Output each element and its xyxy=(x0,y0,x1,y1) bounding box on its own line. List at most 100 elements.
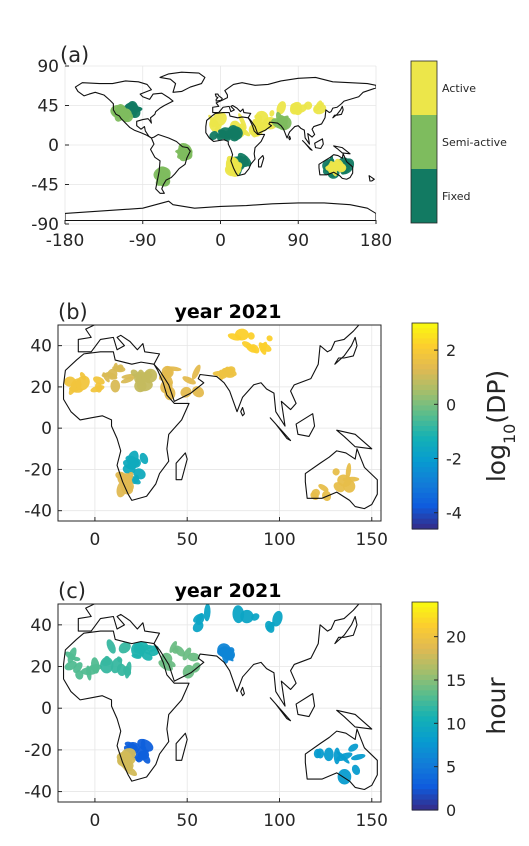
y-tick-label: -90 xyxy=(31,215,59,235)
desert-class-mark xyxy=(276,101,287,115)
coastline-south-america xyxy=(149,133,191,194)
desert-class-mark xyxy=(217,129,226,141)
y-tick-label: -40 xyxy=(24,502,52,522)
panel-b: 0 50 100 150 40 20 0 -20 -40 (b) year 2021 xyxy=(24,300,388,550)
legend: Active Semi-active Fixed xyxy=(410,60,507,224)
colorbar-step xyxy=(412,773,438,780)
desert-class-mark xyxy=(156,173,167,182)
colorbar-step xyxy=(412,436,438,443)
colorbar-step xyxy=(412,343,438,350)
value-patch-mark xyxy=(144,372,153,379)
value-patch-mark xyxy=(120,377,135,384)
colorbar-tick-label: 20 xyxy=(446,628,466,647)
colorbar-step xyxy=(412,789,438,795)
colorbar-step xyxy=(412,643,438,650)
colorbar-step xyxy=(412,410,438,417)
value-patch-mark xyxy=(135,373,143,382)
value-patch-mark xyxy=(333,747,341,765)
value-patch-mark xyxy=(227,333,242,341)
data-region-3 xyxy=(159,364,204,401)
colorbar-step xyxy=(412,695,438,702)
colorbar-tick-label: 2 xyxy=(446,341,456,360)
value-patch-mark xyxy=(351,753,366,761)
y-tick-label: 0 xyxy=(41,419,52,439)
value-patch-mark xyxy=(313,748,322,759)
coastline-eurasia xyxy=(77,325,361,427)
colorbar-tick-label: -2 xyxy=(446,450,462,469)
value-patch-mark xyxy=(124,661,132,679)
colorbar-step xyxy=(412,328,438,334)
colorbar-step xyxy=(412,763,438,769)
value-patch-mark xyxy=(225,366,237,376)
colorbar-step xyxy=(412,768,438,775)
value-patch-mark xyxy=(266,335,273,342)
colorbar-step xyxy=(412,431,438,437)
colorbar-label: log10(DP) xyxy=(482,370,519,482)
colorbar-step xyxy=(412,804,438,811)
coastline-britain xyxy=(85,604,89,605)
value-patch-mark xyxy=(351,764,361,776)
colorbar-step xyxy=(412,602,438,608)
coastline-australia xyxy=(304,448,378,510)
y-tick-label: 20 xyxy=(30,658,52,678)
panel-title: year 2021 xyxy=(175,580,282,602)
value-patch-mark xyxy=(141,651,153,661)
value-patch-mark xyxy=(272,610,283,627)
coastline-eurasia xyxy=(212,76,376,145)
value-patch-mark xyxy=(345,462,352,479)
x-tick-label: 0 xyxy=(90,811,101,831)
value-patch-mark xyxy=(100,657,114,674)
value-patch-mark xyxy=(323,747,334,762)
value-patch-mark xyxy=(265,620,275,633)
colorbar-c: 20 15 10 5 0 hour xyxy=(411,601,511,820)
desert-class-mark xyxy=(269,110,275,117)
colorbar-step xyxy=(412,612,438,619)
map-layer xyxy=(65,71,376,222)
coastline-new-zealand xyxy=(368,175,375,182)
y-tick-label: 90 xyxy=(37,57,59,77)
data-region-5 xyxy=(192,604,283,633)
value-patch-mark xyxy=(94,382,103,393)
value-patch-mark xyxy=(195,613,205,626)
coastline-australia xyxy=(304,728,378,791)
colorbar-step xyxy=(412,503,438,509)
map-layer xyxy=(62,604,378,791)
legend-swatch xyxy=(411,61,437,115)
value-patch-mark xyxy=(89,664,103,671)
x-tick-label: 0 xyxy=(215,231,226,251)
value-patch-mark xyxy=(79,372,87,381)
colorbar-label-base: log xyxy=(482,444,511,482)
panel-label: (c) xyxy=(58,579,86,603)
coastline-north-america xyxy=(74,80,174,139)
value-patch-mark xyxy=(348,743,359,752)
coastline-madagascar xyxy=(175,452,188,481)
legend-swatch xyxy=(411,169,437,223)
colorbar-step xyxy=(412,648,438,655)
colorbar-step xyxy=(412,633,438,639)
desert-class-mark xyxy=(112,110,129,119)
panel-label: (b) xyxy=(58,300,88,324)
coastline-sri-lanka xyxy=(288,135,292,141)
panel-label: (a) xyxy=(60,43,89,67)
x-tick-label: 0 xyxy=(90,530,101,550)
legend-label: Active xyxy=(442,82,476,95)
colorbar-step xyxy=(412,659,438,665)
colorbar-tick-label: 10 xyxy=(446,714,466,733)
value-patch-mark xyxy=(161,365,174,379)
colorbar-step xyxy=(412,654,438,660)
value-patch-mark xyxy=(110,379,121,393)
colorbar-step xyxy=(412,674,438,681)
colorbar-tick-label: -4 xyxy=(446,504,462,523)
colorbar-step xyxy=(412,732,438,738)
data-region-2 xyxy=(130,368,158,393)
axes-frame xyxy=(57,324,382,522)
value-patch-mark xyxy=(332,468,340,476)
coastline-greenland xyxy=(159,71,206,93)
colorbar-step xyxy=(412,669,438,676)
y-tick-label: 0 xyxy=(48,136,59,156)
colorbar-step xyxy=(412,441,438,448)
desert-class-mark xyxy=(209,118,220,132)
data-region-6 xyxy=(209,125,243,142)
x-tick-label: 100 xyxy=(263,530,295,550)
